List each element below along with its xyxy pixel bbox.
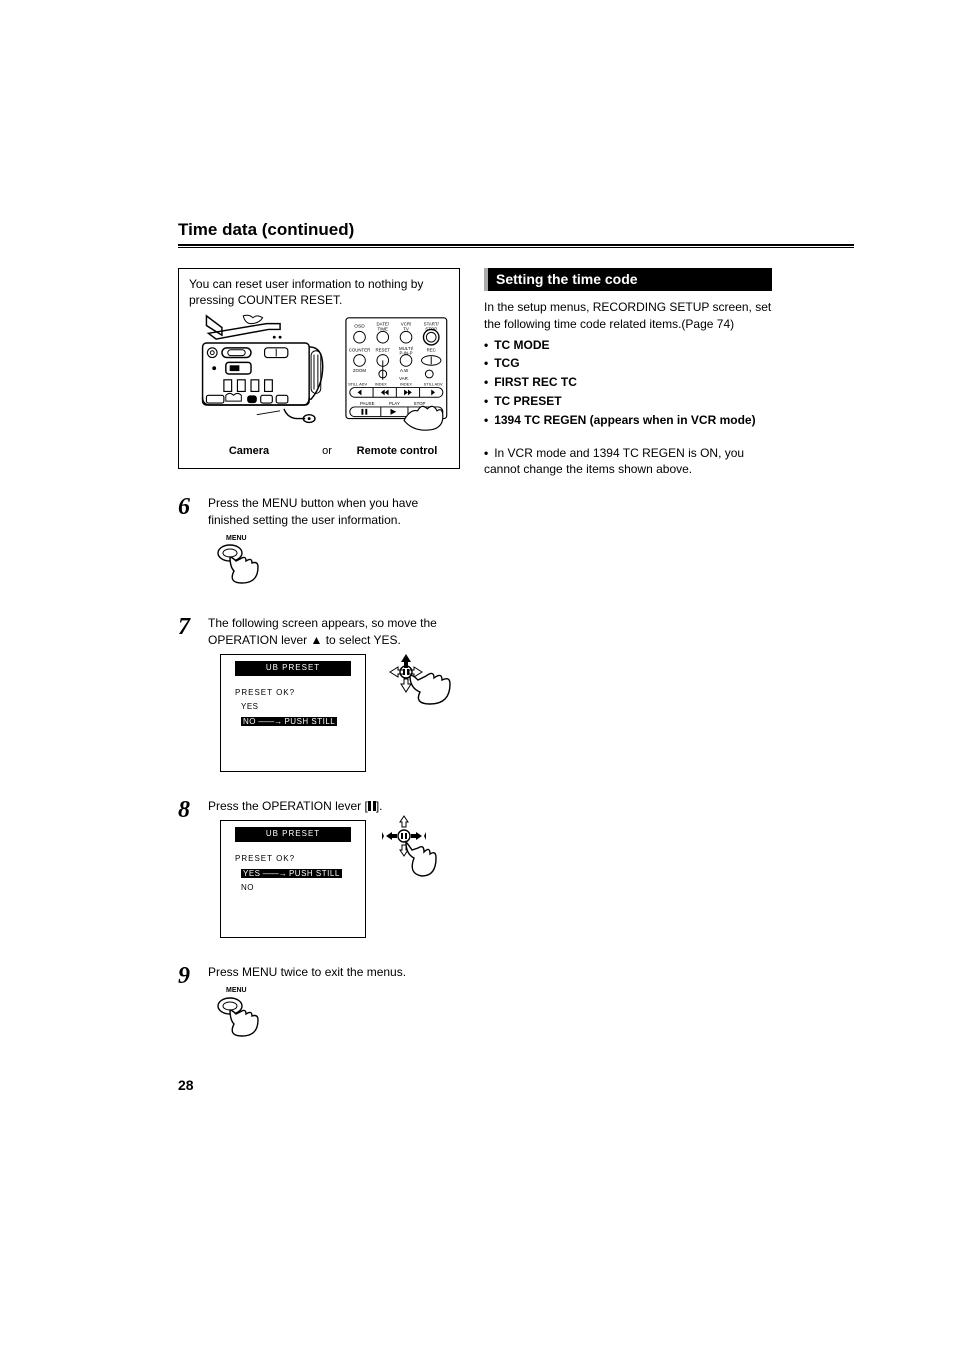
- screen-7-line1: PRESET OK?: [235, 688, 365, 699]
- svg-text:INDEX: INDEX: [400, 382, 412, 387]
- remote-label: Remote control: [345, 444, 449, 458]
- svg-text:VAR.: VAR.: [399, 376, 409, 381]
- menu-label-6: MENU: [226, 534, 460, 543]
- page-header: Time data (continued): [178, 220, 854, 248]
- step-9-body: Press MENU twice to exit the menus. MENU: [208, 964, 460, 1042]
- page-number: 28: [178, 1077, 194, 1093]
- up-triangle-icon: ▲: [310, 633, 322, 647]
- svg-text:A.W: A.W: [400, 368, 409, 373]
- right-text: In the setup menus, RECORDING SETUP scre…: [484, 299, 772, 478]
- step-8: 8 Press the OPERATION lever []. UB PRESE…: [178, 798, 460, 938]
- remote-icon: OSD DATE/ TIME VCR/ TV START/ STOP COUNT…: [344, 314, 449, 434]
- step-9-num: 9: [178, 964, 198, 1042]
- camera-icon: [189, 314, 334, 434]
- screen-8-line1: PRESET OK?: [235, 854, 365, 865]
- step-6-text: Press the MENU button when you have fini…: [208, 496, 418, 526]
- svg-text:OSD: OSD: [355, 324, 366, 330]
- list-item: TC PRESET: [484, 393, 772, 410]
- step-8-text-b: ].: [376, 799, 383, 813]
- section-heading: Setting the time code: [484, 268, 772, 291]
- step-6: 6 Press the MENU button when you have fi…: [178, 495, 460, 589]
- step-8-body: Press the OPERATION lever []. UB PRESET …: [208, 798, 460, 938]
- step-7-text-b: to select YES.: [322, 633, 401, 647]
- menu-label-9: MENU: [226, 986, 460, 995]
- svg-text:REC: REC: [427, 348, 436, 353]
- screen-8-no: NO: [241, 883, 365, 894]
- svg-text:RESET: RESET: [376, 348, 391, 353]
- svg-text:TV: TV: [404, 327, 410, 332]
- svg-text:STOP: STOP: [414, 401, 426, 406]
- list-item: TC MODE: [484, 337, 772, 354]
- screen-7-title: UB PRESET: [235, 661, 351, 676]
- step-8-num: 8: [178, 798, 198, 938]
- step-9-text: Press MENU twice to exit the menus.: [208, 965, 406, 979]
- right-note-list: In VCR mode and 1394 TC REGEN is ON, you…: [484, 445, 772, 479]
- svg-text:COUNTER: COUNTER: [349, 348, 371, 353]
- svg-text:STILL ADV: STILL ADV: [424, 382, 443, 387]
- svg-text:PLAY: PLAY: [389, 401, 400, 406]
- device-caption: Camera or Remote control: [189, 444, 449, 458]
- hand-press-icon: [214, 543, 264, 585]
- header-rule: [178, 244, 854, 248]
- right-item-list: TC MODE TCG FIRST REC TC TC PRESET 1394 …: [484, 337, 772, 429]
- svg-text:TIME: TIME: [378, 327, 389, 332]
- left-column: You can reset user information to nothin…: [178, 268, 460, 1042]
- svg-text:PAUSE: PAUSE: [360, 401, 375, 406]
- step-7-num: 7: [178, 615, 198, 771]
- camera-label: Camera: [189, 444, 309, 458]
- pause-icon: [368, 801, 376, 811]
- svg-text:INDEX: INDEX: [375, 382, 387, 387]
- list-item: 1394 TC REGEN (appears when in VCR mode): [484, 412, 772, 429]
- step-9: 9 Press MENU twice to exit the menus. ME…: [178, 964, 460, 1042]
- list-item: FIRST REC TC: [484, 374, 772, 391]
- right-column: Setting the time code In the setup menus…: [484, 268, 772, 1042]
- lever-press-icon: [380, 814, 438, 882]
- right-note: In VCR mode and 1394 TC REGEN is ON, you…: [484, 445, 772, 479]
- step-8-text-a: Press the OPERATION lever [: [208, 799, 368, 813]
- screen-8: UB PRESET PRESET OK? YES ——→ PUSH STILL …: [220, 820, 366, 938]
- step-7-body: The following screen appears, so move th…: [208, 615, 460, 771]
- or-label: or: [309, 444, 345, 458]
- right-intro: In the setup menus, RECORDING SETUP scre…: [484, 299, 772, 333]
- list-item: TCG: [484, 355, 772, 372]
- screen-7-no-row: NO ——→ PUSH STILL: [241, 717, 365, 728]
- screen-7-yes: YES: [241, 702, 365, 713]
- lever-up-icon: [380, 648, 456, 708]
- step-6-num: 6: [178, 495, 198, 589]
- step-6-body: Press the MENU button when you have fini…: [208, 495, 460, 589]
- reset-note-box: You can reset user information to nothin…: [178, 268, 460, 469]
- device-illustrations: OSD DATE/ TIME VCR/ TV START/ STOP COUNT…: [189, 314, 449, 434]
- content-columns: You can reset user information to nothin…: [178, 268, 854, 1042]
- screen-7: UB PRESET PRESET OK? YES NO ——→ PUSH STI…: [220, 654, 366, 772]
- screen-8-title: UB PRESET: [235, 827, 351, 842]
- svg-text:ZOOM: ZOOM: [353, 368, 366, 373]
- page-title: Time data (continued): [178, 220, 854, 240]
- hand-press-icon-2: [214, 996, 264, 1038]
- screen-8-yes-row: YES ——→ PUSH STILL: [241, 869, 365, 880]
- step-7: 7 The following screen appears, so move …: [178, 615, 460, 771]
- svg-text:STILL ADV: STILL ADV: [348, 382, 367, 387]
- note-text: You can reset user information to nothin…: [189, 277, 449, 308]
